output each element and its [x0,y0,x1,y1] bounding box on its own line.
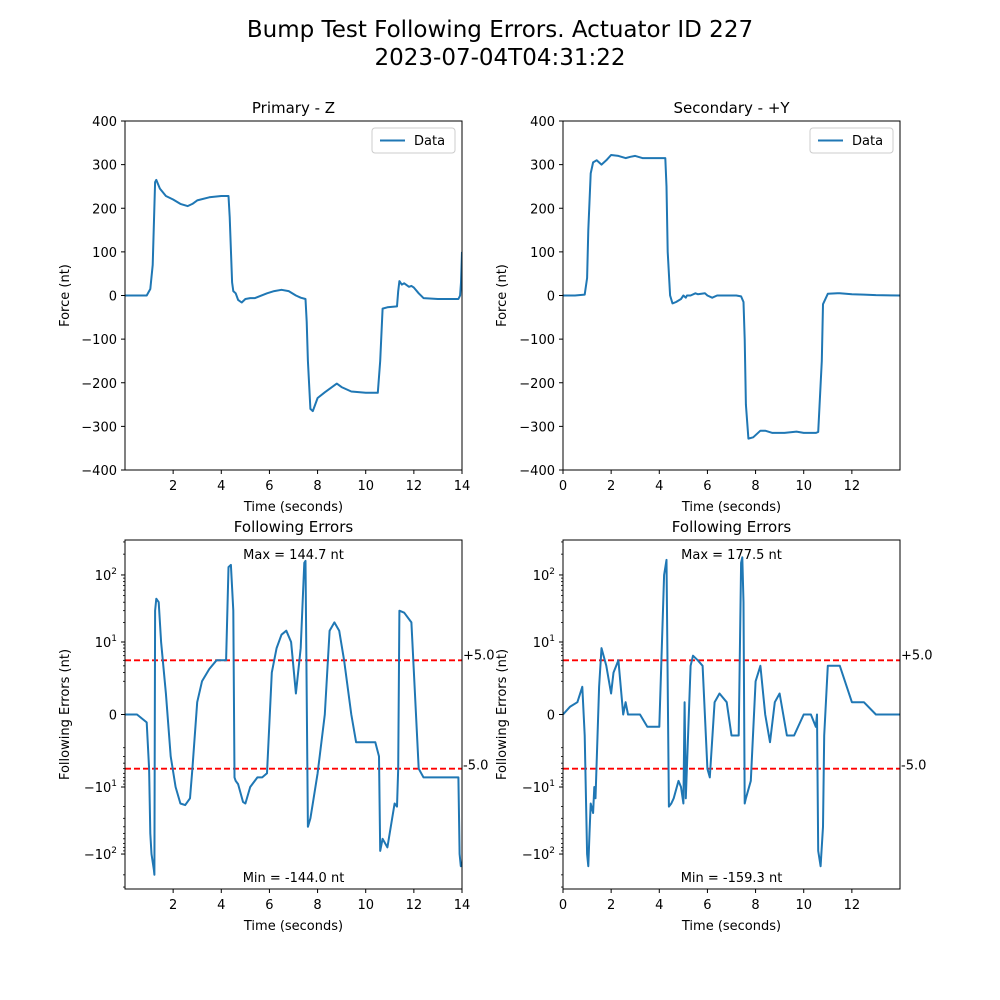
chart-panel-3: Following Errors +5.0 -5.0 2 4 6 8 10 12 14 −102 −1… [58,518,495,934]
legend: Data [371,127,456,154]
chart-title: Following Errors [234,518,354,536]
x-tick-label: 2 [607,479,615,494]
x-axis-label: Time (seconds) [681,919,781,934]
chart-title: Primary - Z [252,99,335,117]
y-axis-label: Following Errors (nt) [58,649,73,780]
legend-entry: Data [852,134,883,149]
axes-frame [124,539,463,890]
y-tick-label: 100 [530,246,555,261]
y-tick-label: −100 [81,333,117,348]
upper-threshold-label: +5.0 [463,648,495,663]
x-tick-label: 6 [703,479,711,494]
chart-title: Secondary - +Y [673,99,790,117]
data-series-line [563,154,900,440]
y-tick-label: 100 [92,246,117,261]
legend-box [371,127,456,154]
y-axis-label: Force (nt) [495,264,510,327]
y-tick-label: 101 [533,634,555,651]
legend-box [809,127,894,154]
lower-threshold-label: -5.0 [463,759,488,774]
figure-title-line1: Bump Test Following Errors. Actuator ID … [246,17,754,43]
figure-title-line2: 2023-07-04T04:31:22 [374,45,626,71]
x-tick-label: 8 [313,898,321,913]
chart-panel-1: Primary - Z 2 4 6 8 10 12 14 −400 −300 −200 −100 0 10… [58,99,470,515]
x-tick-label: 14 [454,479,471,494]
y-tick-label: 102 [533,567,555,584]
chart-title: Following Errors [672,518,792,536]
x-tick-label: 14 [454,898,471,913]
y-tick-label: −300 [519,420,555,435]
x-tick-label: 6 [265,898,273,913]
legend: Data [809,127,894,154]
x-tick-label: 4 [217,898,225,913]
max-annotation: Max = 144.7 nt [243,548,344,563]
y-tick-label: 0 [547,290,555,305]
y-tick-label: −102 [84,846,117,863]
x-axis-label: Time (seconds) [243,500,343,515]
x-tick-label: 0 [559,898,567,913]
x-tick-label: 12 [406,898,423,913]
axes-frame [124,120,463,471]
x-tick-label: 2 [169,898,177,913]
data-series-line [125,178,462,413]
y-tick-label: 400 [530,115,555,130]
y-tick-label: 101 [95,634,117,651]
x-tick-label: 0 [559,479,567,494]
y-tick-label: −300 [81,420,117,435]
chart-panel-2: Secondary - +Y 0 2 4 6 8 10 12 −400 −300 −200 −100 0… [495,99,901,515]
y-tick-label: 0 [547,709,555,724]
y-tick-label: 300 [530,159,555,174]
axes-frame [562,539,901,890]
x-tick-label: 10 [795,479,812,494]
y-tick-label: 300 [92,159,117,174]
y-tick-label: −101 [522,779,555,796]
y-tick-label: −200 [81,377,117,392]
x-tick-label: 8 [751,898,759,913]
y-tick-label: 200 [92,202,117,217]
y-axis-label: Following Errors (nt) [495,649,510,780]
x-axis-label: Time (seconds) [681,500,781,515]
x-tick-label: 6 [703,898,711,913]
x-tick-label: 8 [751,479,759,494]
x-tick-label: 10 [357,898,374,913]
x-tick-label: 4 [217,479,225,494]
y-tick-label: −101 [84,779,117,796]
x-tick-label: 12 [406,479,423,494]
y-tick-label: −100 [519,333,555,348]
x-axis-label: Time (seconds) [243,919,343,934]
y-tick-label: 200 [530,202,555,217]
x-tick-label: 4 [655,898,663,913]
data-series-line [563,556,900,868]
chart-panel-4: Following Errors +5.0 -5.0 0 2 4 6 8 10 12 −102 −10… [495,518,933,934]
x-tick-label: 10 [357,479,374,494]
legend-entry: Data [414,134,445,149]
y-tick-label: −400 [81,464,117,479]
min-annotation: Min = -144.0 nt [243,871,345,886]
upper-threshold-label: +5.0 [901,648,933,663]
max-annotation: Max = 177.5 nt [681,548,782,563]
x-tick-label: 10 [795,898,812,913]
y-tick-label: 400 [92,115,117,130]
x-tick-label: 12 [844,479,861,494]
x-tick-label: 2 [169,479,177,494]
min-annotation: Min = -159.3 nt [681,871,783,886]
x-tick-label: 4 [655,479,663,494]
y-tick-label: 0 [109,290,117,305]
y-tick-label: 102 [95,567,117,584]
y-tick-label: 0 [109,709,117,724]
data-series-line [125,559,462,876]
x-tick-label: 2 [607,898,615,913]
y-tick-label: −200 [519,377,555,392]
lower-threshold-label: -5.0 [901,759,926,774]
x-tick-label: 12 [844,898,861,913]
y-tick-label: −400 [519,464,555,479]
x-tick-label: 6 [265,479,273,494]
y-axis-label: Force (nt) [58,264,73,327]
y-tick-label: −102 [522,846,555,863]
x-tick-label: 8 [313,479,321,494]
